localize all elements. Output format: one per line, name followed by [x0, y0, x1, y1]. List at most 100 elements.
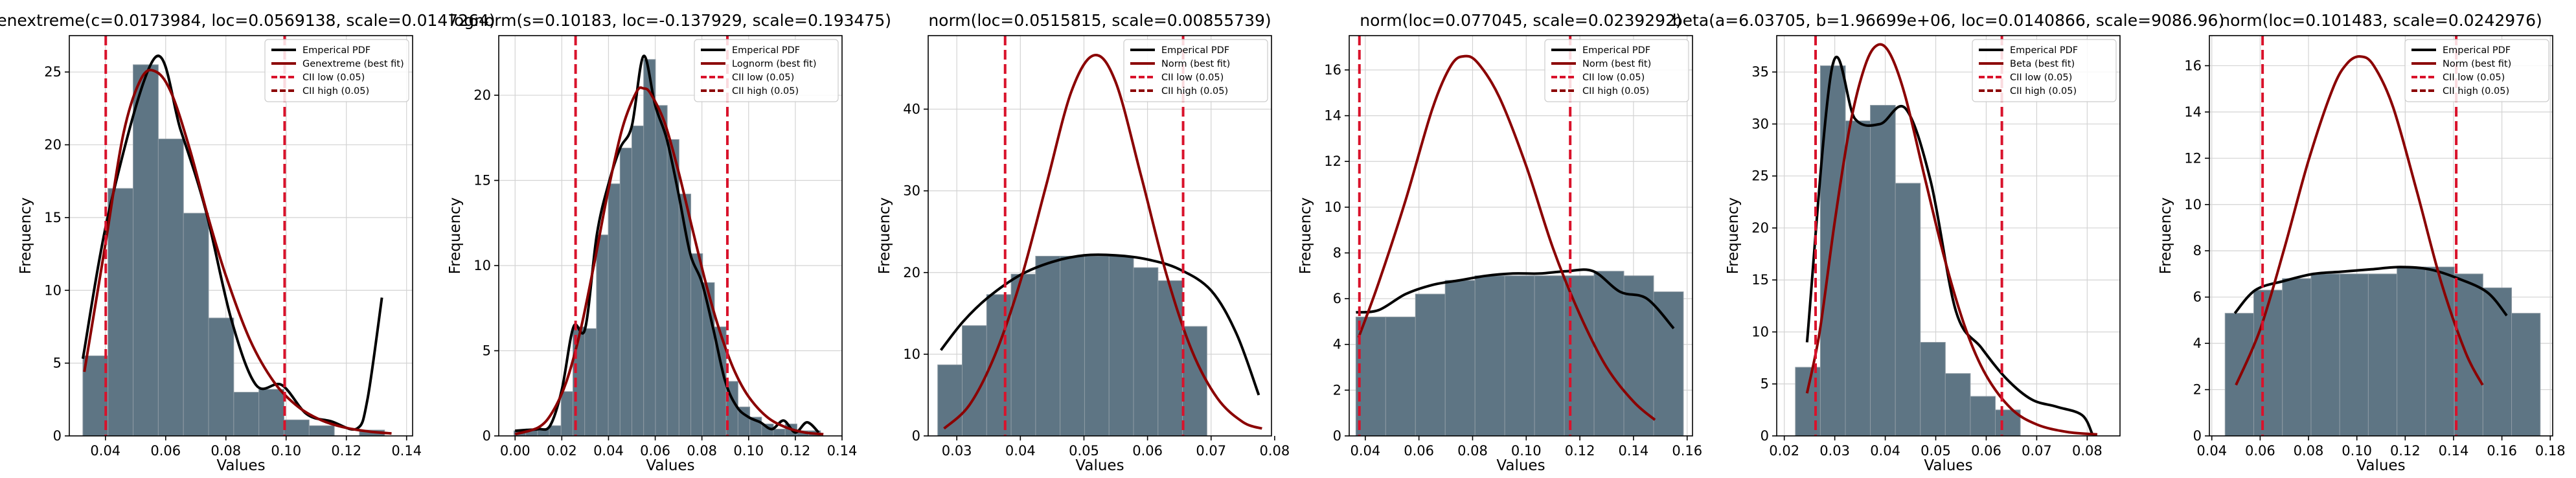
chart-panel-6: norm(loc=0.101483, scale=0.0242976)0.04 0… [2158, 11, 2566, 474]
histogram-bar [1415, 293, 1446, 436]
legend: Emperical PDF Norm (best fit) CII low (0.0… [1123, 39, 1268, 102]
legend-box [1123, 39, 1268, 102]
y-axis-label: Frequency [1297, 198, 1314, 275]
x-tick-label: 0.16 [2487, 443, 2517, 459]
chart-title: genextreme(c=0.0173984, loc=0.0569138, s… [0, 11, 496, 30]
histogram-bar [308, 425, 335, 436]
histogram [2224, 266, 2541, 436]
x-axis-ticks: 0.04 0.06 0.08 0.10 0.12 0.14 0.16 0.18 [2196, 436, 2566, 459]
x-tick-label: 0.08 [2072, 443, 2103, 459]
y-tick-label: 25 [44, 64, 62, 80]
best-fit-pdf-line [943, 54, 1262, 430]
best-fit-pdf-line [2235, 55, 2484, 386]
histogram-bar [655, 105, 668, 436]
x-tick-label: 0.04 [90, 443, 120, 459]
y-tick-label: 20 [903, 265, 920, 280]
x-tick-label: 0.10 [1511, 443, 1542, 459]
y-tick-label: 16 [2184, 58, 2202, 73]
histogram-bar [1845, 120, 1871, 436]
y-tick-label: 0 [1333, 428, 1341, 444]
y-tick-label: 5 [483, 343, 491, 359]
x-tick-label: 0.06 [150, 443, 181, 459]
x-axis-ticks: 0.04 0.06 0.08 0.10 0.12 0.14 [90, 436, 422, 459]
y-tick-label: 10 [903, 347, 920, 362]
legend-entry: CII high (0.05) [1582, 86, 1649, 97]
chart-panel-5: beta(a=6.03705, b=1.96699e+06, loc=0.014… [1672, 11, 2224, 474]
legend-entry: Emperical PDF [2443, 45, 2511, 56]
histogram-bar [584, 328, 597, 436]
x-tick-label: 0.10 [2342, 443, 2372, 459]
legend-entry: CII low (0.05) [1582, 73, 1645, 83]
y-axis-ticks: 0 5 10 15 20 [473, 87, 499, 444]
y-tick-label: 0 [1761, 428, 1769, 444]
x-tick-label: 0.07 [1196, 443, 1226, 459]
y-tick-label: 15 [44, 210, 62, 225]
histogram-bar [1035, 256, 1061, 436]
legend-entry: CII low (0.05) [732, 73, 794, 83]
histogram-bar [1895, 183, 1921, 436]
plot-area [513, 36, 824, 436]
chart-panel-4: norm(loc=0.077045, scale=0.0239292)0.04 0… [1297, 11, 1702, 474]
histogram-bar [1623, 275, 1654, 436]
histogram-bar [549, 425, 562, 436]
x-tick-label: 0.04 [1005, 443, 1036, 459]
histogram-bar [643, 59, 656, 436]
y-tick-label: 0 [483, 428, 491, 444]
histogram-bar [773, 428, 786, 436]
x-tick-label: 0.06 [1132, 443, 1163, 459]
plot-area [81, 36, 392, 436]
histogram-bar [2339, 273, 2369, 436]
x-tick-label: 0.08 [1457, 443, 1488, 459]
best-fit-pdf-line [1805, 43, 2098, 436]
x-axis-label: Values [216, 457, 265, 474]
histogram-bar [233, 392, 260, 436]
x-tick-label: 0.00 [500, 443, 530, 459]
y-tick-label: 35 [1751, 64, 1769, 80]
histogram-bar [1870, 105, 1896, 436]
empirical-pdf-line [1805, 56, 2093, 435]
x-axis-label: Values [1924, 457, 1972, 474]
histogram-bar [1182, 326, 1207, 436]
histogram-bar [1920, 342, 1946, 436]
y-tick-label: 8 [1333, 245, 1341, 260]
histogram-bar [608, 183, 621, 436]
y-axis-label: Frequency [876, 198, 893, 275]
x-axis-ticks: 0.00 0.02 0.04 0.06 0.08 0.10 0.12 0.14 [500, 436, 857, 459]
y-tick-label: 25 [1751, 168, 1769, 184]
y-tick-label: 6 [1333, 291, 1341, 306]
histogram [937, 256, 1207, 436]
x-tick-label: 0.03 [1819, 443, 1850, 459]
x-axis-label: Values [2356, 457, 2405, 474]
y-tick-label: 30 [903, 183, 920, 199]
histogram-bar [2511, 313, 2541, 436]
histogram-bar [1133, 267, 1159, 436]
x-tick-label: 0.06 [2245, 443, 2275, 459]
axes-frame [928, 35, 1272, 437]
legend-box [2404, 39, 2549, 102]
chart-title: norm(loc=0.077045, scale=0.0239292) [1360, 11, 1682, 30]
histogram-bar [632, 125, 644, 436]
y-tick-label: 10 [2184, 197, 2202, 212]
x-tick-label: 0.16 [1672, 443, 1702, 459]
y-tick-label: 4 [2193, 336, 2202, 351]
legend: Emperical PDF Norm (best fit) CII low (0.0… [1544, 39, 1689, 102]
y-tick-label: 8 [2193, 243, 2202, 258]
chart-panel-2: lognorm(s=0.10183, loc=-0.137929, scale=… [447, 11, 891, 474]
y-axis-ticks: 0 10 20 30 40 [903, 102, 928, 444]
y-tick-label: 10 [44, 282, 62, 298]
axes-frame [2209, 35, 2553, 437]
y-tick-label: 12 [1324, 154, 1341, 169]
y-tick-label: 10 [1324, 199, 1341, 215]
legend: Emperical PDF Lognorm (best fit) CII low (… [694, 39, 839, 102]
empirical-pdf-line [940, 253, 1260, 396]
histogram-bar [1653, 291, 1684, 436]
x-tick-label: 0.18 [2535, 443, 2566, 459]
legend-box [1544, 39, 1689, 102]
histogram [1355, 271, 1684, 436]
legend-box [1972, 39, 2117, 102]
y-tick-label: 14 [1324, 108, 1341, 124]
y-tick-label: 40 [903, 102, 920, 117]
x-axis-label: Values [1075, 457, 1124, 474]
legend-entry: Norm (best fit) [1161, 59, 1230, 69]
